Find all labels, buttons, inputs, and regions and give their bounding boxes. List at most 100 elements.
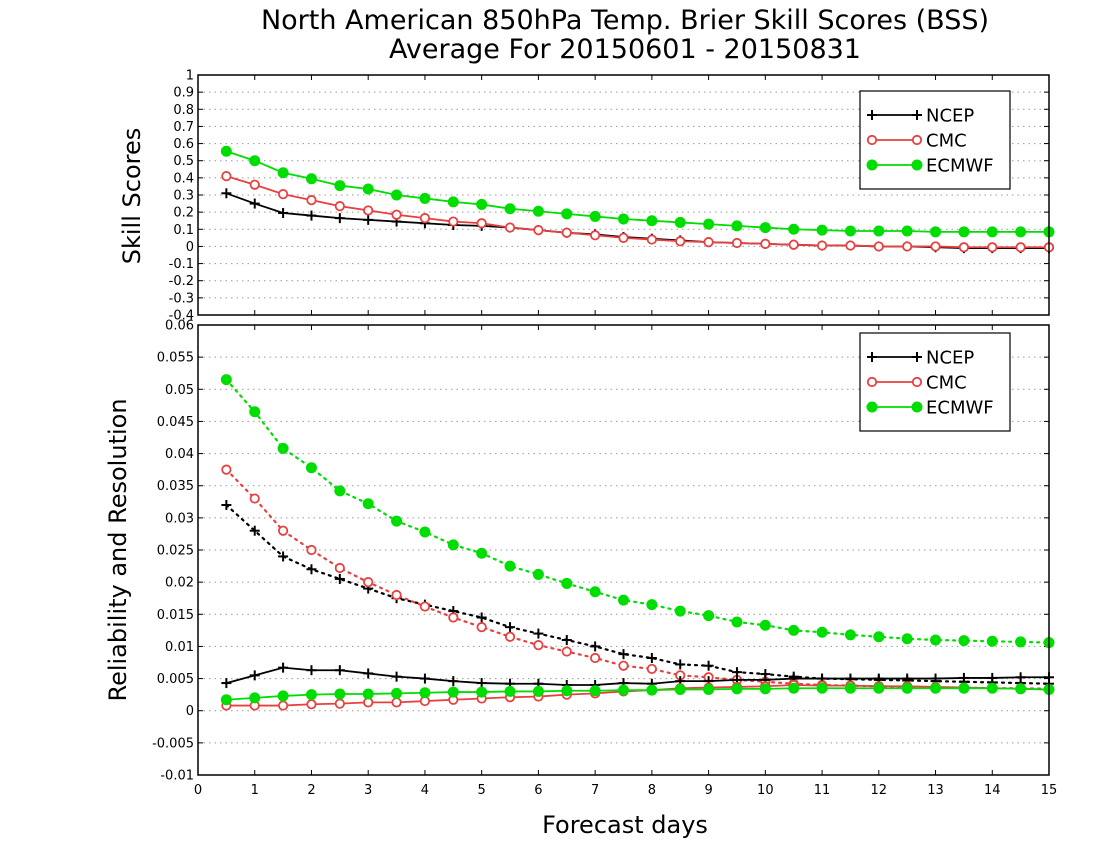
data-point-ncep-resolution [590, 641, 601, 652]
y-tick-label: 0.025 [157, 544, 194, 559]
series-line-ncep-resolution [225, 503, 1051, 685]
y-tick-label: -0.01 [160, 769, 194, 784]
data-point-ncep-reliability [306, 665, 317, 676]
x-tick-label: 2 [307, 783, 315, 798]
data-point-ecmwf-reliability [391, 687, 403, 699]
data-point-cmc [845, 240, 856, 251]
data-point-ecmwf-resolution [816, 626, 828, 638]
data-point-ecmwf-resolution [618, 594, 629, 606]
data-point-cmc-reliability [391, 697, 402, 708]
data-point-ecmwf-reliability [362, 688, 374, 700]
y-tick-label: 0.9 [173, 86, 194, 101]
plot-frame [197, 74, 1050, 316]
data-point-ncep-reliability [476, 678, 487, 689]
data-point-ecmwf-resolution [476, 547, 488, 559]
data-point-ncep [334, 213, 345, 224]
y-tick-label: 0.04 [165, 447, 194, 462]
data-point-ecmwf [788, 223, 800, 235]
data-point-cmc [987, 242, 998, 253]
data-point-ecmwf [1015, 226, 1027, 238]
data-point-ecmwf-resolution [930, 634, 942, 646]
data-point-cmc-resolution [277, 525, 289, 536]
legend-marker-ecmwf [866, 159, 878, 171]
data-point-ecmwf-reliability [532, 685, 544, 697]
data-point-cmc-resolution [363, 577, 374, 588]
data-point-cmc-resolution [618, 660, 629, 671]
data-point-ecmwf-resolution [844, 629, 856, 641]
data-point-cmc [703, 237, 714, 248]
x-tick-label: 1 [251, 783, 259, 798]
data-point-cmc-resolution [504, 631, 516, 642]
data-point-ncep [221, 188, 232, 199]
data-point-ecmwf-reliability [419, 687, 431, 699]
x-tick-label: 5 [478, 783, 486, 798]
data-point-cmc-resolution [221, 464, 232, 475]
y-tick-label: -0.005 [152, 736, 194, 751]
data-point-ncep-reliability [363, 668, 374, 679]
y-tick-label: 0.6 [173, 137, 194, 152]
data-point-ecmwf [220, 145, 232, 157]
data-point-ecmwf-reliability [305, 689, 317, 701]
data-point-ecmwf-resolution [589, 586, 601, 598]
x-tick-label: 4 [421, 783, 429, 798]
data-point-cmc [760, 238, 771, 249]
series-line-cmc-resolution [225, 468, 1051, 690]
data-point-ecmwf-reliability [674, 684, 686, 695]
data-point-ncep-reliability [278, 662, 289, 673]
data-point-cmc-resolution [448, 612, 459, 623]
y-tick-label: -0.1 [169, 257, 194, 272]
y-tick-label: 0.8 [173, 103, 194, 118]
y-tick-label: -0.3 [169, 291, 194, 306]
series-line-ncep-reliability [226, 666, 1049, 686]
data-point-ecmwf-reliability [334, 688, 346, 700]
data-point-ncep-reliability [987, 672, 998, 683]
legend-marker-cmc [866, 376, 878, 388]
legend-label-ncep: NCEP [926, 106, 974, 127]
x-tick-label: 11 [814, 783, 831, 798]
data-point-cmc [788, 239, 799, 250]
data-point-ecmwf-reliability [249, 692, 261, 704]
y-tick-label: 0.045 [157, 415, 194, 430]
data-point-cmc-reliability [334, 698, 345, 709]
data-point-cmc [873, 241, 884, 252]
data-point-ecmwf-reliability [703, 684, 715, 695]
legend-marker-cmc [866, 134, 878, 146]
data-point-ecmwf-resolution [731, 616, 743, 628]
legend: NCEP CMC ECMWF [859, 90, 1011, 190]
legend-marker-ecmwf [911, 159, 923, 171]
data-point-ecmwf [646, 215, 658, 227]
data-point-ecmwf-resolution [419, 526, 431, 538]
data-point-ecmwf [561, 208, 573, 220]
x-tick-label: 6 [534, 783, 542, 798]
legend: NCEP CMC ECMWF [859, 332, 1011, 432]
data-point-cmc [675, 236, 686, 247]
data-point-ncep-resolution [249, 525, 260, 536]
data-point-ecmwf [703, 218, 715, 230]
data-point-ecmwf-resolution [504, 560, 516, 572]
plot-frame [197, 324, 1050, 776]
data-point-ecmwf-reliability [731, 683, 743, 695]
data-point-ecmwf [532, 205, 544, 217]
data-point-ncep-reliability [249, 670, 260, 681]
data-point-cmc [816, 240, 828, 251]
data-point-cmc [958, 242, 970, 253]
y-tick-label: 0.7 [173, 120, 194, 135]
data-point-ecmwf [674, 216, 686, 228]
data-point-ecmwf-resolution [249, 406, 261, 418]
data-point-ncep-resolution [561, 635, 572, 645]
data-point-cmc-resolution [561, 646, 572, 657]
data-point-ecmwf-reliability [476, 686, 488, 698]
y-tick-label: 0.1 [173, 223, 194, 238]
legend-marker-ecmwf [866, 401, 878, 413]
y-tick-label: 0.06 [165, 319, 194, 334]
y-tick-label: 0 [186, 240, 194, 255]
data-point-ecmwf-reliability [788, 682, 800, 694]
y-tick-label: 0.02 [165, 576, 194, 591]
data-point-ecmwf [277, 167, 289, 179]
data-point-ecmwf-resolution [362, 498, 374, 510]
data-point-ncep-resolution [675, 659, 686, 670]
data-point-ecmwf-reliability [930, 682, 942, 694]
data-point-ecmwf [759, 222, 771, 234]
data-point-cmc-reliability [306, 699, 317, 710]
